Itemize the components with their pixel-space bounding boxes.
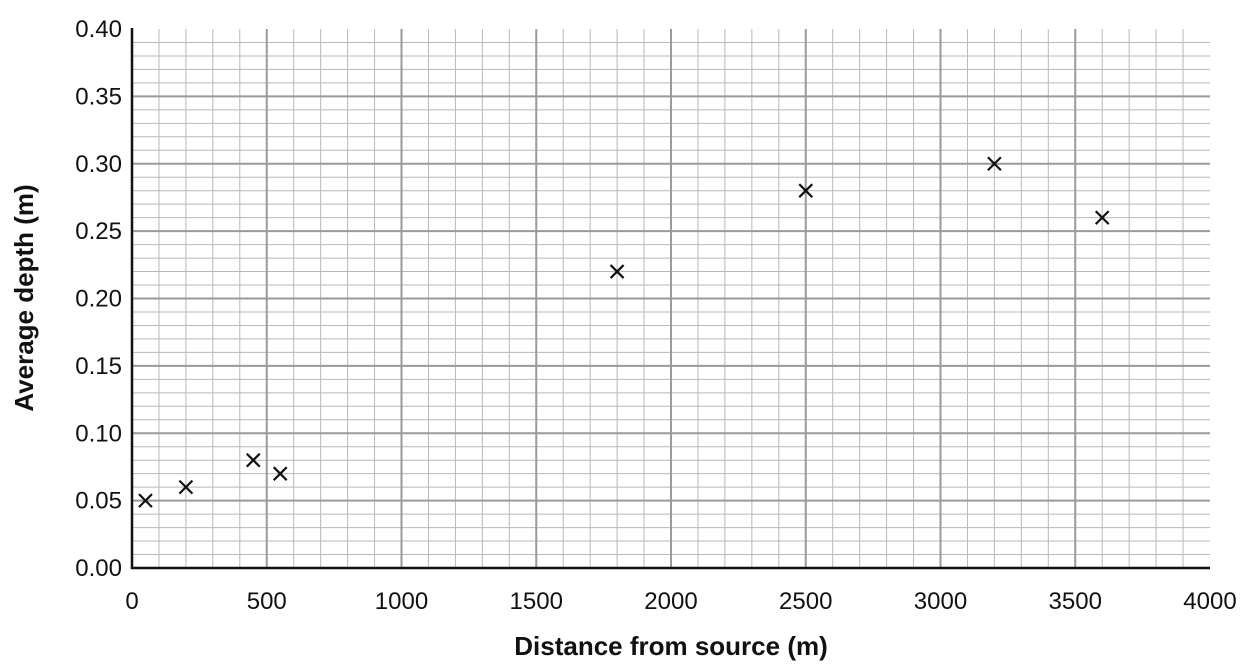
major-gridlines (132, 29, 1210, 568)
axes (130, 28, 1210, 570)
data-point (138, 493, 153, 508)
x-tick-label: 3500 (1049, 588, 1102, 615)
x-tick-label: 0 (125, 588, 138, 615)
x-axis-label: Distance from source (m) (514, 631, 828, 661)
x-tick-label: 1000 (375, 588, 428, 615)
x-tick-labels: 0 500 1000 1500 2000 2500 3000 3500 4000 (125, 588, 1236, 615)
y-tick-labels: 0.00 0.05 0.10 0.15 0.20 0.25 0.30 0.35 0.40 (75, 16, 122, 582)
y-tick-label: 0.20 (75, 286, 122, 313)
data-point (798, 183, 814, 198)
x-tick-label: 4000 (1183, 588, 1236, 615)
y-tick-label: 0.00 (75, 555, 122, 582)
x-tick-label: 500 (247, 588, 287, 615)
x-tick-label: 1500 (510, 588, 563, 615)
data-point (1094, 210, 1110, 225)
x-tick-label: 2500 (779, 588, 832, 615)
y-tick-label: 0.35 (75, 83, 122, 110)
data-points (138, 156, 1110, 508)
y-tick-label: 0.05 (75, 488, 122, 515)
data-point (178, 479, 194, 495)
y-tick-label: 0.25 (75, 218, 122, 245)
x-tick-label: 2000 (644, 588, 697, 615)
y-tick-label: 0.15 (75, 353, 122, 380)
data-point (272, 466, 288, 481)
x-tick-label: 3000 (914, 588, 967, 615)
y-axis-label: Average depth (m) (9, 184, 39, 411)
y-tick-label: 0.30 (75, 151, 122, 178)
data-point (245, 452, 261, 468)
data-point (987, 156, 1002, 172)
data-point (609, 264, 625, 279)
y-tick-label: 0.40 (75, 16, 122, 43)
y-tick-label: 0.10 (75, 420, 122, 447)
